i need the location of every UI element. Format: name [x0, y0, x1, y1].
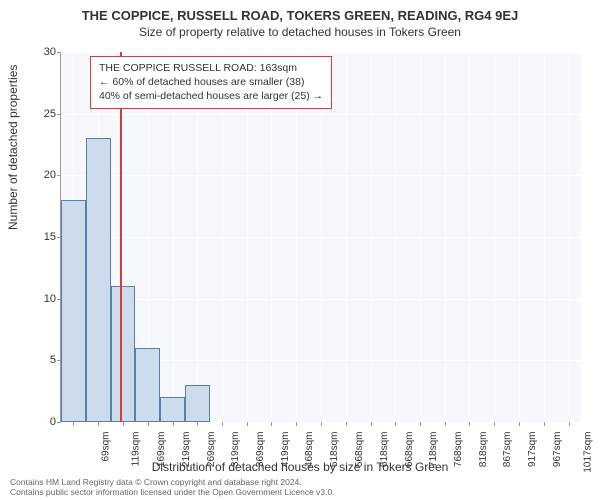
- ytick-label: 30: [16, 46, 56, 58]
- gridline-v: [371, 52, 372, 422]
- xtick-mark: [173, 422, 174, 426]
- histogram-bar: [160, 397, 185, 422]
- histogram-bar: [86, 138, 111, 422]
- xtick-mark: [445, 422, 446, 426]
- legend-line-3: 40% of semi-detached houses are larger (…: [99, 89, 323, 103]
- ytick-label: 5: [16, 354, 56, 366]
- xtick-mark: [494, 422, 495, 426]
- ytick-mark: [57, 114, 61, 115]
- ytick-label: 0: [16, 416, 56, 428]
- chart-title: THE COPPICE, RUSSELL ROAD, TOKERS GREEN,…: [0, 0, 600, 23]
- gridline-v: [544, 52, 545, 422]
- ytick-label: 25: [16, 108, 56, 120]
- xtick-mark: [469, 422, 470, 426]
- chart-subtitle: Size of property relative to detached ho…: [0, 23, 600, 39]
- y-axis-label: Number of detached properties: [6, 65, 20, 230]
- xtick-mark: [271, 422, 272, 426]
- x-axis-label: Distribution of detached houses by size …: [0, 460, 600, 474]
- gridline-v: [469, 52, 470, 422]
- legend-box: THE COPPICE RUSSELL ROAD: 163sqm ← 60% o…: [90, 56, 332, 109]
- xtick-mark: [420, 422, 421, 426]
- ytick-mark: [57, 422, 61, 423]
- xtick-mark: [569, 422, 570, 426]
- histogram-bar: [135, 348, 160, 422]
- ytick-label: 10: [16, 293, 56, 305]
- xtick-mark: [148, 422, 149, 426]
- gridline-v: [494, 52, 495, 422]
- xtick-mark: [98, 422, 99, 426]
- footer-line-2: Contains public sector information licen…: [10, 488, 335, 498]
- xtick-mark: [197, 422, 198, 426]
- xtick-mark: [544, 422, 545, 426]
- footer-attribution: Contains HM Land Registry data © Crown c…: [10, 478, 335, 498]
- xtick-label: 69sqm: [101, 432, 112, 462]
- xtick-mark: [395, 422, 396, 426]
- legend-line-2: ← 60% of detached houses are smaller (38…: [99, 75, 323, 89]
- ytick-label: 15: [16, 231, 56, 243]
- xtick-mark: [222, 422, 223, 426]
- legend-line-1: THE COPPICE RUSSELL ROAD: 163sqm: [99, 61, 323, 75]
- xtick-mark: [73, 422, 74, 426]
- histogram-bar: [111, 286, 136, 422]
- xtick-mark: [296, 422, 297, 426]
- gridline-v: [569, 52, 570, 422]
- xtick-mark: [371, 422, 372, 426]
- xtick-mark: [321, 422, 322, 426]
- gridline-v: [445, 52, 446, 422]
- gridline-v: [346, 52, 347, 422]
- xtick-mark: [519, 422, 520, 426]
- ytick-mark: [57, 175, 61, 176]
- histogram-bar: [185, 385, 210, 422]
- histogram-bar: [61, 200, 86, 422]
- gridline-v: [395, 52, 396, 422]
- gridline-v: [420, 52, 421, 422]
- ytick-mark: [57, 52, 61, 53]
- xtick-mark: [247, 422, 248, 426]
- chart-container: THE COPPICE, RUSSELL ROAD, TOKERS GREEN,…: [0, 0, 600, 500]
- gridline-v: [519, 52, 520, 422]
- ytick-label: 20: [16, 169, 56, 181]
- xtick-mark: [123, 422, 124, 426]
- xtick-mark: [346, 422, 347, 426]
